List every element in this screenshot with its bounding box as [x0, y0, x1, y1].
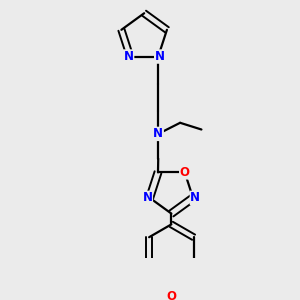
Text: N: N [142, 191, 152, 204]
Text: N: N [190, 191, 200, 204]
Text: N: N [155, 50, 165, 63]
Text: N: N [124, 50, 134, 63]
Text: N: N [153, 128, 163, 140]
Text: O: O [180, 166, 190, 179]
Text: O: O [167, 290, 176, 300]
